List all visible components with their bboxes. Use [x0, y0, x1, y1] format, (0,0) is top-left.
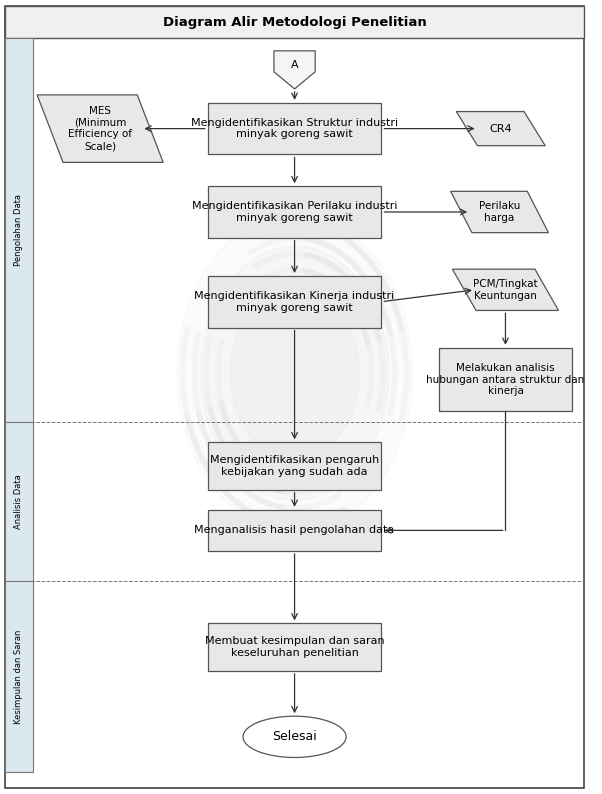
- Text: A: A: [291, 60, 299, 71]
- Text: Mengidentifikasikan pengaruh
kebijakan yang sudah ada: Mengidentifikasikan pengaruh kebijakan y…: [210, 455, 379, 477]
- Text: Mengidentifikasikan Perilaku industri
minyak goreng sawit: Mengidentifikasikan Perilaku industri mi…: [192, 201, 397, 223]
- Text: Menganalisis hasil pengolahan data: Menganalisis hasil pengolahan data: [194, 526, 395, 535]
- FancyBboxPatch shape: [208, 623, 382, 671]
- FancyBboxPatch shape: [208, 276, 382, 327]
- Polygon shape: [456, 112, 545, 146]
- FancyBboxPatch shape: [208, 102, 382, 154]
- Text: MES
(Minimum
Efficiency of
Scale): MES (Minimum Efficiency of Scale): [68, 106, 132, 151]
- Text: PCM/Tingkat
Keuntungan: PCM/Tingkat Keuntungan: [473, 279, 538, 301]
- Polygon shape: [230, 286, 359, 461]
- FancyBboxPatch shape: [5, 38, 33, 422]
- Text: Perilaku
harga: Perilaku harga: [479, 201, 520, 223]
- Polygon shape: [37, 95, 163, 163]
- Text: CR4: CR4: [489, 124, 512, 133]
- Ellipse shape: [243, 716, 346, 757]
- FancyBboxPatch shape: [439, 348, 572, 411]
- Polygon shape: [453, 269, 559, 310]
- Text: Selesai: Selesai: [272, 730, 317, 743]
- Text: Kesimpulan dan Saran: Kesimpulan dan Saran: [14, 630, 23, 723]
- FancyBboxPatch shape: [208, 442, 382, 490]
- Text: Diagram Alir Metodologi Penelitian: Diagram Alir Metodologi Penelitian: [163, 16, 426, 29]
- Polygon shape: [177, 214, 412, 532]
- Text: Melakukan analisis
hubungan antara struktur dan
kinerja: Melakukan analisis hubungan antara struk…: [426, 363, 585, 396]
- FancyBboxPatch shape: [5, 422, 33, 581]
- Text: Membuat kesimpulan dan saran
keseluruhan penelitian: Membuat kesimpulan dan saran keseluruhan…: [205, 636, 384, 658]
- FancyBboxPatch shape: [5, 581, 33, 772]
- FancyBboxPatch shape: [5, 6, 585, 788]
- Polygon shape: [451, 191, 548, 233]
- Text: Mengidentifikasikan Kinerja industri
minyak goreng sawit: Mengidentifikasikan Kinerja industri min…: [194, 291, 395, 313]
- Polygon shape: [200, 246, 389, 500]
- Text: Pengolahan Data: Pengolahan Data: [14, 195, 23, 266]
- Text: Mengidentifikasikan Struktur industri
minyak goreng sawit: Mengidentifikasikan Struktur industri mi…: [191, 118, 398, 140]
- Polygon shape: [274, 51, 315, 89]
- Text: Analisis Data: Analisis Data: [14, 475, 23, 529]
- FancyBboxPatch shape: [5, 6, 585, 38]
- FancyBboxPatch shape: [208, 187, 382, 238]
- FancyBboxPatch shape: [208, 510, 382, 551]
